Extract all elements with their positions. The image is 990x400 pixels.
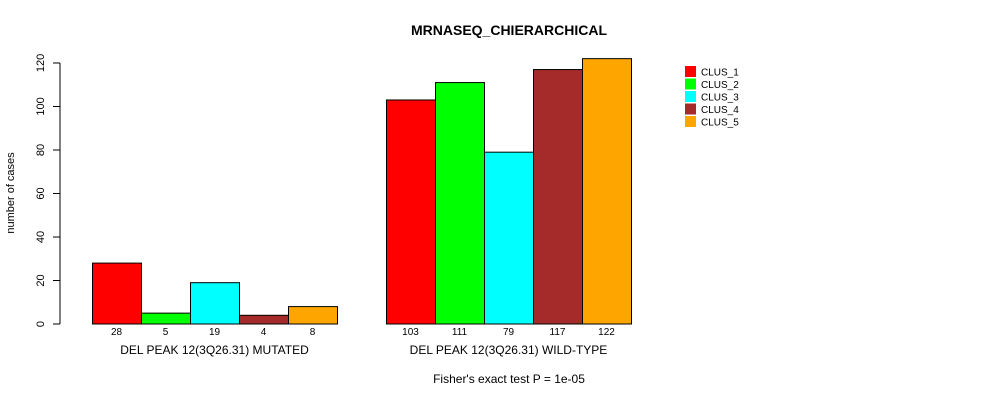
bar-clus-4-group-1 — [239, 314, 289, 325]
legend-swatch-clus-3 — [685, 91, 696, 102]
bar-clus-1-group-2 — [386, 99, 436, 325]
y-tick-label: 20 — [35, 274, 47, 286]
bar-clus-5-group-1 — [288, 306, 338, 325]
bar-clus-2-group-1 — [141, 312, 191, 325]
bar-value-label: 103 — [402, 327, 419, 338]
legend-swatch-clus-5 — [685, 116, 696, 127]
y-axis-label: number of cases — [5, 152, 17, 234]
bar-value-label: 79 — [503, 327, 515, 338]
fisher-test-caption: Fisher's exact test P = 1e-05 — [433, 372, 585, 386]
bar-value-label: 122 — [598, 327, 615, 338]
bar-value-label: 117 — [550, 327, 566, 338]
bar-value-labels: 28 5 19 4 8 103 111 79 117 122 — [111, 327, 615, 338]
bar-value-label: 19 — [209, 327, 221, 338]
bar-clus-2-group-2 — [435, 82, 485, 325]
bar-value-label: 5 — [163, 327, 169, 338]
y-tick-label: 60 — [35, 187, 47, 199]
bars — [92, 58, 632, 325]
bar-value-label: 4 — [261, 327, 267, 338]
legend-label: CLUS_2 — [701, 80, 739, 91]
y-tick-label: 40 — [35, 231, 47, 243]
legend-label: CLUS_1 — [701, 68, 739, 79]
y-tick-label: 120 — [35, 54, 47, 72]
chart-title: MRNASEQ_CHIERARCHICAL — [411, 22, 607, 38]
bar-value-label: 8 — [310, 327, 316, 338]
legend-label: CLUS_3 — [701, 93, 739, 104]
bar-value-label: 28 — [111, 327, 123, 338]
bar-clus-5-group-2 — [582, 58, 632, 325]
bar-clus-3-group-2 — [484, 151, 534, 325]
legend-swatch-clus-4 — [685, 103, 696, 115]
group-label-2: DEL PEAK 12(3Q26.31) WILD-TYPE — [410, 343, 608, 357]
y-tick-label: 80 — [35, 144, 47, 156]
bar-value-label: 111 — [452, 327, 468, 338]
y-tick-label: 0 — [35, 321, 47, 327]
legend-label: CLUS_5 — [701, 118, 739, 129]
legend-swatch-clus-2 — [685, 78, 696, 90]
bar-clus-4-group-2 — [533, 69, 583, 325]
legend-swatch-clus-1 — [685, 66, 696, 77]
group-label-1: DEL PEAK 12(3Q26.31) MUTATED — [120, 343, 309, 357]
legend-label: CLUS_4 — [701, 105, 739, 116]
bar-clus-1-group-1 — [92, 262, 142, 325]
group-labels: DEL PEAK 12(3Q26.31) MUTATED DEL PEAK 12(… — [120, 343, 607, 357]
bar-clus-3-group-1 — [190, 282, 240, 325]
y-axis: 0 20 40 60 80 100 120 — [35, 54, 61, 327]
y-tick-label: 100 — [35, 97, 47, 115]
